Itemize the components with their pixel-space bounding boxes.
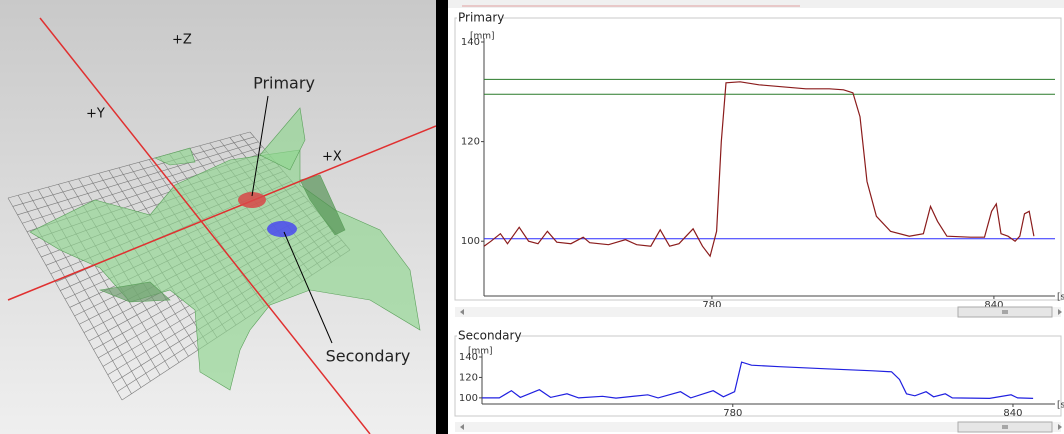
x-unit: [sec] <box>1057 401 1064 411</box>
3d-view[interactable]: +Z +Y +X Primary Secondary <box>0 0 436 434</box>
charts-panel: Primary[mm][sec]100120140780840Secondary… <box>448 0 1064 434</box>
marker-label: Primary <box>253 74 315 93</box>
y-tick-label: 100 <box>461 236 480 247</box>
panel-background <box>448 0 1064 434</box>
axis-label: +Z <box>172 33 192 48</box>
x-unit: [sec] <box>1057 293 1064 303</box>
tab-strip <box>448 0 1064 8</box>
chart-title: Secondary <box>458 329 522 343</box>
x-tick-label: 780 <box>723 408 742 419</box>
screen: +Z +Y +X Primary Secondary Primary[mm][s… <box>0 0 1064 434</box>
axis-label: +X <box>322 150 342 165</box>
x-tick-label: 840 <box>1003 408 1022 419</box>
y-tick-label: 140 <box>461 37 480 48</box>
axis-label: +Y <box>86 107 105 122</box>
marker-label: Secondary <box>326 347 411 366</box>
y-tick-label: 120 <box>459 372 478 383</box>
chart-title: Primary <box>458 11 504 25</box>
y-tick-label: 140 <box>459 352 478 363</box>
y-tick-label: 120 <box>461 137 480 148</box>
y-tick-label: 100 <box>459 393 478 404</box>
secondary-marker[interactable] <box>267 221 297 237</box>
